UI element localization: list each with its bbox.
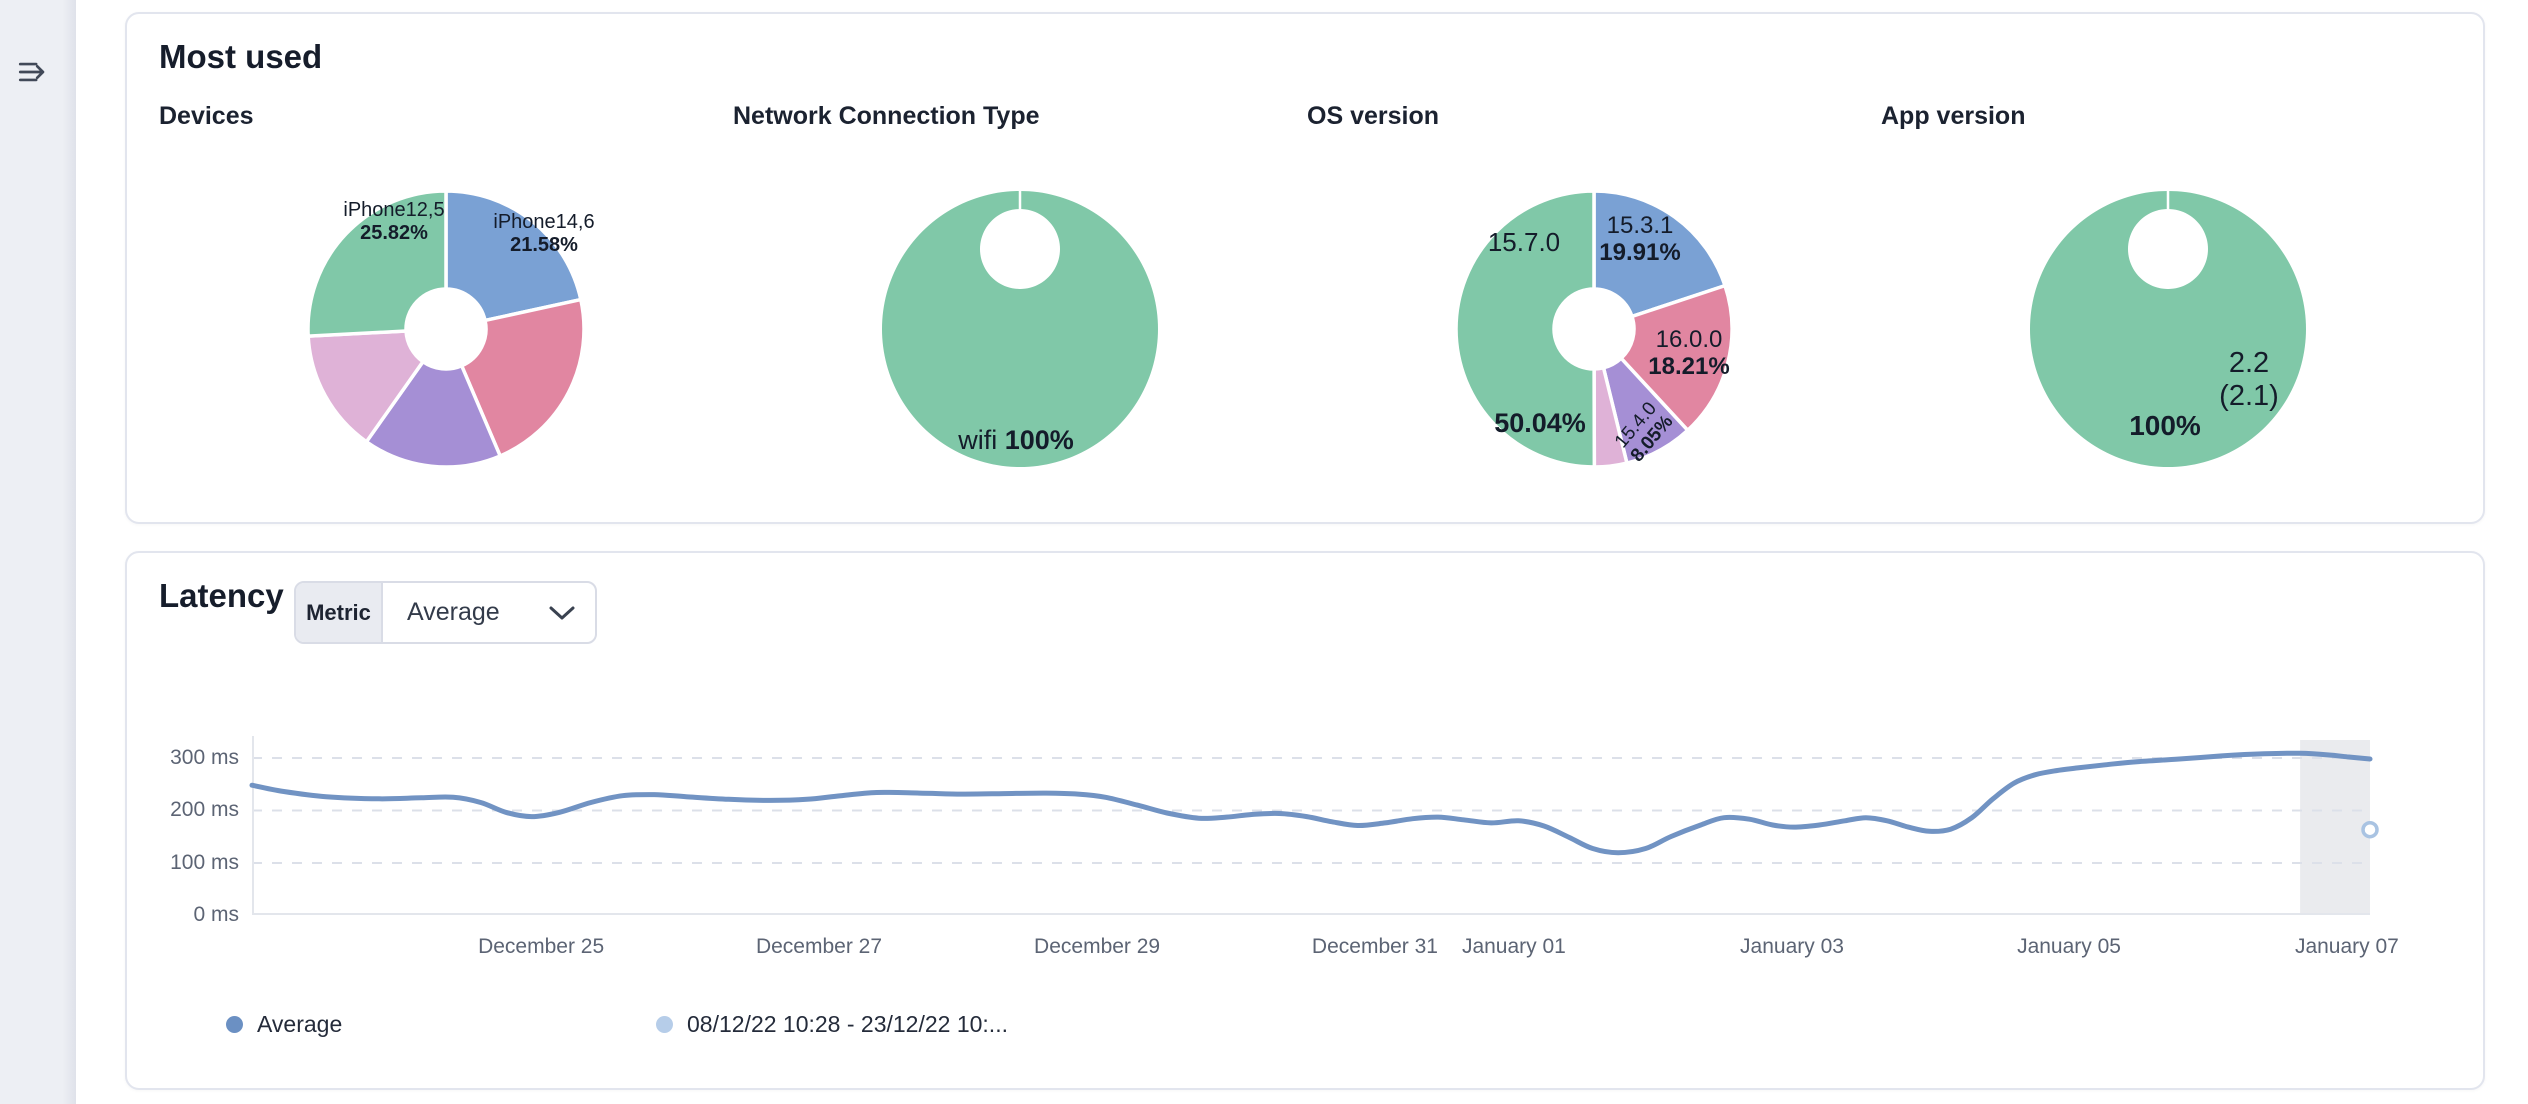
os-version-chart-title: OS version — [1307, 102, 1439, 130]
x-tick-label: December 27 — [755, 935, 883, 958]
x-tick-label: December 31 — [1311, 935, 1438, 958]
x-tick-label: January 05 — [2017, 935, 2121, 958]
legend-dot — [656, 1016, 673, 1033]
metric-select-label: Metric — [296, 583, 383, 642]
donut-label-percent: 100% — [1004, 425, 1074, 455]
devices-chart-title: Devices — [159, 102, 254, 130]
legend-dot — [226, 1016, 243, 1033]
donut-label-text: 15.3.1 — [1606, 212, 1674, 239]
legend-label: Average — [257, 1011, 343, 1037]
y-tick-300ms: 300 ms — [170, 746, 239, 769]
donut-label-text: 16.0.0 — [1655, 326, 1723, 353]
donut-label-text: 15.7.0 — [1487, 227, 1561, 257]
donut-label-percent: 18.21% — [1648, 353, 1730, 380]
x-tick-label: December 25 — [478, 935, 605, 958]
donut-label-iphone14-6: iPhone14,6 21.58% — [459, 211, 629, 257]
donut-label-iphone12-5: iPhone12,5 25.82% — [309, 199, 479, 245]
metric-select[interactable]: Metric Average — [294, 581, 597, 644]
x-tick-label: January 07 — [2294, 935, 2399, 958]
donut-label-16-0-0: 16.0.0 18.21% — [1604, 326, 1774, 380]
donut-label-app-version: 2.2 (2.1) — [2169, 347, 2329, 413]
highlight-band — [2300, 740, 2370, 915]
y-tick-100ms: 100 ms — [170, 851, 239, 874]
donut-label-app-version-percent: 100% — [2095, 410, 2235, 442]
chevron-down-icon — [547, 583, 595, 642]
legend-item-compare-period[interactable]: 08/12/22 10:28 - 23/12/22 10:... — [656, 1011, 1008, 1038]
legend-item-average[interactable]: Average — [226, 1011, 342, 1038]
latency-title: Latency — [159, 577, 284, 614]
y-tick-200ms: 200 ms — [170, 798, 239, 821]
devices-donut-chart — [301, 184, 591, 474]
most-used-title: Most used — [159, 38, 323, 75]
donut-label-text: iPhone12,5 — [343, 199, 445, 221]
legend-label: 08/12/22 10:28 - 23/12/22 10:... — [687, 1011, 1008, 1037]
series-end-marker — [2361, 820, 2379, 839]
sidebar — [0, 0, 76, 1104]
y-tick-0ms: 0 ms — [193, 903, 239, 926]
donut-label-text: wifi — [958, 425, 998, 455]
x-tick-label: December 29 — [1034, 935, 1161, 958]
donut-label-text: (2.1) — [2219, 380, 2279, 412]
network-connection-type-donut-chart — [875, 184, 1165, 474]
latency-card: Latency Metric Average 300 ms 200 ms 100… — [125, 551, 2485, 1090]
latency-series-line — [249, 750, 2373, 856]
os-version-donut-chart — [1449, 184, 1739, 474]
donut-label-wifi: wifi 100% — [896, 425, 1136, 455]
donut-label-percent: 19.91% — [1599, 239, 1681, 266]
donut-label-percent: 25.82% — [360, 222, 428, 244]
donut-label-text: iPhone14,6 — [493, 211, 595, 233]
expand-sidebar-icon[interactable] — [18, 58, 52, 86]
metric-select-value: Average — [407, 598, 500, 626]
donut-label-percent: 21.58% — [510, 234, 578, 256]
donut-label-50-04: 50.04% — [1455, 408, 1625, 438]
x-axis-labels: December 25 December 27 December 29 Decembe… — [252, 935, 2399, 965]
donut-label-percent: 50.04% — [1494, 408, 1586, 438]
donut-label-percent: 100% — [2129, 410, 2201, 441]
donut-label-text: 2.2 — [2228, 347, 2270, 379]
x-tick-label: January 03 — [1740, 935, 1844, 958]
latency-line-chart — [249, 736, 2379, 915]
app-version-donut-chart — [2023, 184, 2313, 474]
donut-label-15-3-1: 15.3.1 19.91% — [1555, 212, 1725, 266]
x-tick-label: January 01 — [1461, 935, 1566, 958]
donut-label-15-7-0: 15.7.0 — [1444, 227, 1604, 257]
most-used-card: Most used Devices Network Connection Typ… — [125, 12, 2485, 524]
app-version-chart-title: App version — [1881, 102, 2026, 130]
network-connection-type-chart-title: Network Connection Type — [733, 102, 1040, 130]
